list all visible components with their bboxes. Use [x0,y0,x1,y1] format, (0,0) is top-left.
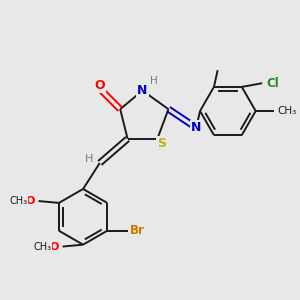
Text: CH₃: CH₃ [278,106,297,116]
Text: O: O [94,79,105,92]
Text: O: O [26,196,35,206]
Text: S: S [157,137,166,150]
Text: N: N [191,121,202,134]
Text: O: O [50,242,59,251]
Text: H: H [150,76,158,86]
Text: Cl: Cl [266,77,279,90]
Text: H: H [84,154,93,164]
Text: CH₃: CH₃ [9,196,27,206]
Text: CH₃: CH₃ [33,242,51,251]
Text: N: N [137,84,148,97]
Text: Br: Br [129,224,144,237]
